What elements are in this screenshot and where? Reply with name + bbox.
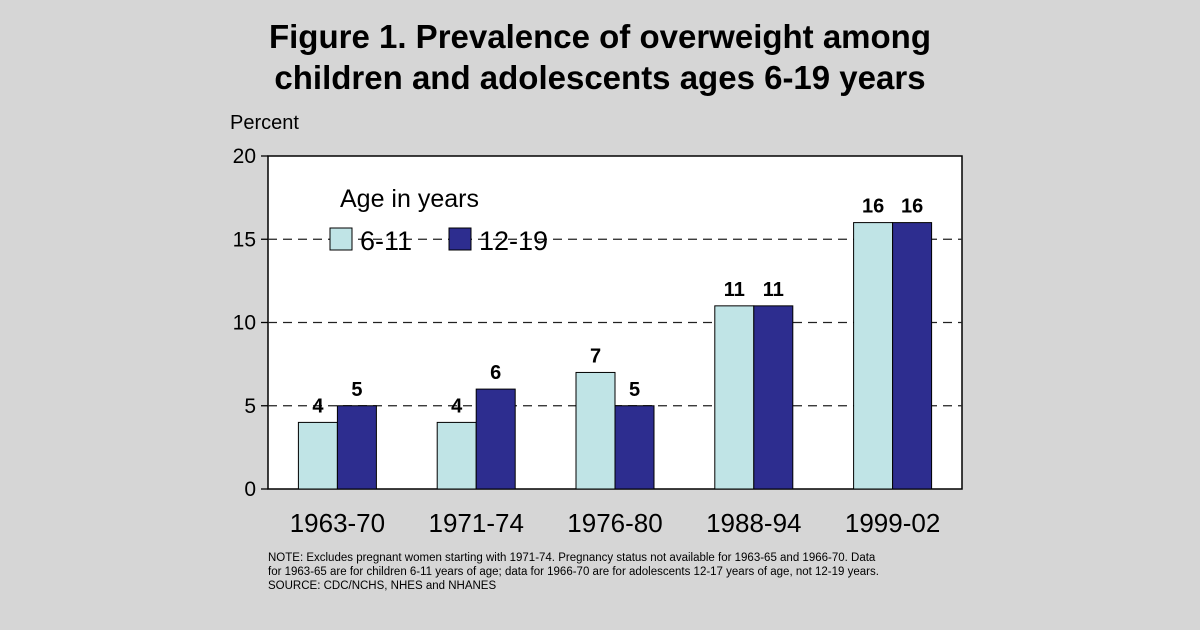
bar-12-19 (892, 222, 933, 490)
chart-title-line-2: children and adolescents ages 6-19 years (274, 59, 926, 96)
data-label: 4 (312, 395, 324, 417)
bar-12-19 (753, 305, 794, 490)
data-label: 16 (862, 196, 884, 218)
bar-6-11 (436, 421, 477, 490)
y-axis-label: Percent (230, 112, 299, 134)
data-label: 11 (724, 279, 745, 301)
bar-12-19 (336, 405, 377, 490)
x-tick-label: 1976-80 (567, 508, 662, 538)
footnote-line-3: SOURCE: CDC/NCHS, NHES and NHANES (268, 580, 497, 592)
bar-6-11 (297, 421, 338, 490)
legend-title: Age in years (340, 185, 479, 213)
bar-6-11 (714, 305, 755, 490)
legend-item-6-11-swatch (329, 227, 353, 251)
chart-title: Figure 1. Prevalence of overweight among… (0, 16, 1200, 98)
y-tick-label: 10 (233, 312, 256, 335)
legend-item-12-19-label: 12-19 (479, 226, 548, 256)
data-label: 5 (351, 379, 362, 401)
bar-6-11 (853, 222, 894, 490)
footnote-line-1: NOTE: Excludes pregnant women starting w… (268, 552, 876, 564)
chart-footnote: NOTE: Excludes pregnant women starting w… (268, 551, 1028, 593)
data-label: 5 (629, 379, 640, 401)
footnote-line-2: for 1963-65 are for children 6-11 years … (268, 566, 879, 578)
data-label: 11 (763, 279, 784, 301)
x-tick-label: 1988-94 (706, 508, 801, 538)
x-tick-label: 1999-02 (845, 508, 940, 538)
y-tick-label: 15 (233, 228, 256, 251)
legend-item-6-11-label: 6-11 (360, 226, 412, 256)
x-tick-label: 1971-74 (428, 508, 523, 538)
chart-title-line-1: Figure 1. Prevalence of overweight among (268, 18, 931, 55)
x-tick-label: 1963-70 (290, 508, 385, 538)
bar-12-19 (475, 388, 516, 490)
legend-item-12-19-swatch (448, 227, 472, 251)
bar-12-19 (614, 405, 655, 490)
y-tick-label: 5 (244, 395, 256, 418)
y-tick-label: 20 (233, 145, 256, 168)
bar-6-11 (575, 371, 616, 490)
y-tick-label: 0 (244, 478, 256, 501)
data-label: 7 (590, 345, 601, 367)
data-label: 6 (490, 362, 501, 384)
data-label: 4 (451, 395, 463, 417)
data-label: 16 (901, 196, 923, 218)
